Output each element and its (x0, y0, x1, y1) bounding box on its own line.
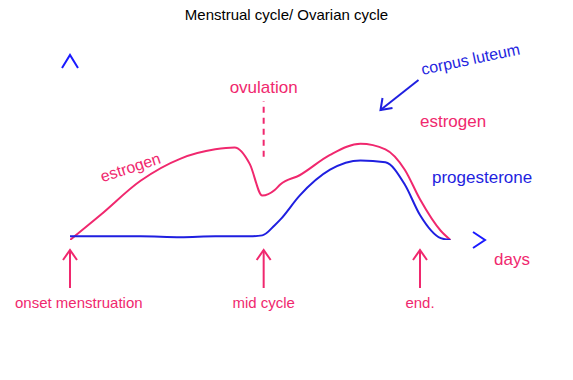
svg-text:end.: end. (405, 294, 434, 311)
svg-text:onset menstruation: onset menstruation (15, 294, 143, 311)
svg-text:estrogen: estrogen (98, 150, 162, 185)
svg-text:corpus luteum: corpus luteum (420, 40, 522, 78)
svg-text:ovulation: ovulation (230, 78, 298, 97)
html-text:estrogen: estrogen (420, 112, 487, 131)
html-text:Menstrual cycle/ Ovarian cycle: Menstrual cycle/ Ovarian cycle (184, 6, 389, 23)
html-text:days: days (494, 250, 530, 269)
html-text:progesterone: progesterone (432, 168, 533, 187)
svg-text:mid cycle: mid cycle (232, 294, 295, 311)
